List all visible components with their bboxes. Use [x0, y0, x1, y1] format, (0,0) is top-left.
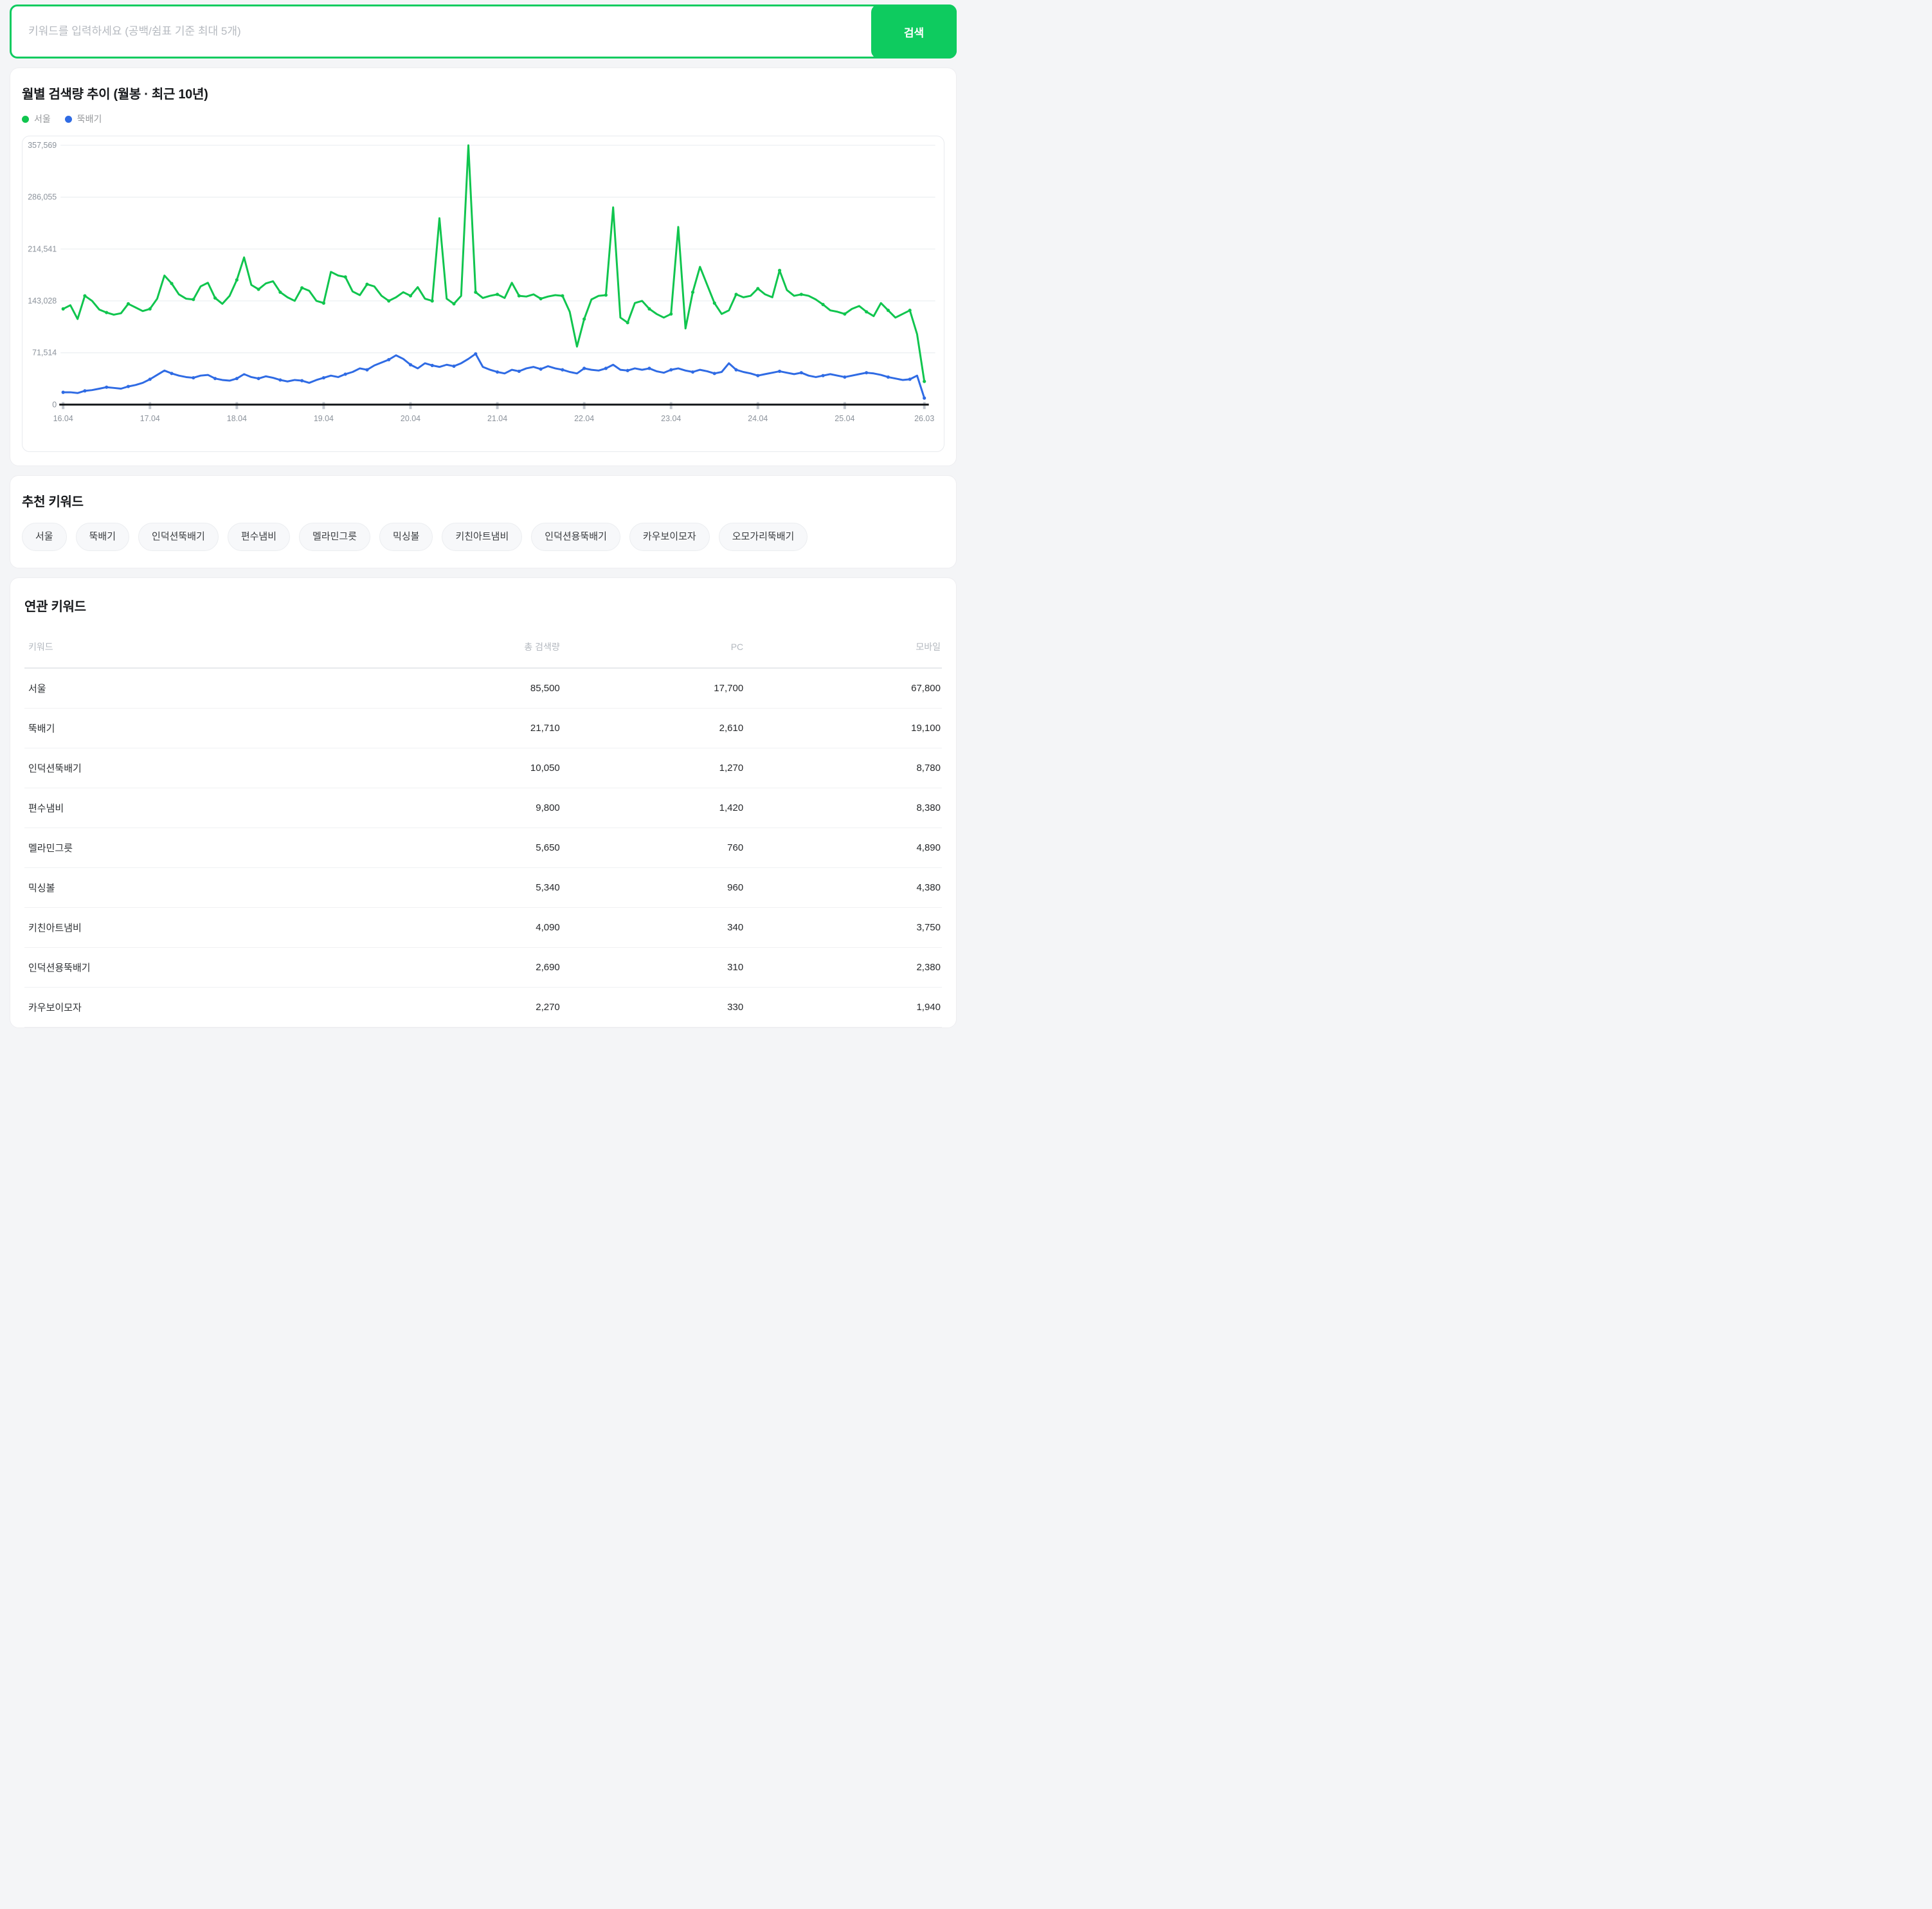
keyword-cell: 믹싱볼	[24, 867, 392, 908]
value-cell: 4,090	[391, 907, 561, 948]
keyword-cell: 인덕션뚝배기	[24, 748, 392, 788]
table-row: 인덕션용뚝배기 2,690 310 2,380	[24, 947, 942, 988]
value-cell: 85,500	[391, 668, 561, 709]
search-button[interactable]: 검색	[871, 5, 957, 59]
svg-text:23.04: 23.04	[661, 414, 681, 423]
related-table-body: 서울 85,500 17,700 67,800 뚝배기 21,710 2,610 19,100…	[24, 668, 942, 1027]
recommended-chips: 서울 뚝배기 인덕션뚝배기 편수냄비 멜라민그릇 믹싱볼 키친아트냄비 인덕션용뚝배기 카우보이…	[22, 523, 944, 551]
svg-text:286,055: 286,055	[28, 193, 57, 202]
keyword-cell: 멜라민그릇	[24, 828, 392, 868]
svg-text:0: 0	[52, 400, 57, 409]
value-cell: 960	[561, 867, 745, 908]
table-row: 서울 85,500 17,700 67,800	[24, 668, 942, 709]
value-cell: 2,270	[391, 987, 561, 1027]
keyword-search-bar: 검색	[10, 5, 957, 59]
value-cell: 2,380	[745, 947, 942, 988]
keyword-cell: 키친아트냄비	[24, 907, 392, 948]
svg-text:20.04: 20.04	[401, 414, 420, 423]
keyword-cell: 뚝배기	[24, 708, 392, 748]
keyword-chip[interactable]: 멜라민그릇	[299, 523, 371, 551]
keyword-chip[interactable]: 카우보이모자	[629, 523, 710, 551]
keyword-chip[interactable]: 키친아트냄비	[442, 523, 523, 551]
table-row: 카우보이모자 2,270 330 1,940	[24, 987, 942, 1027]
value-cell: 67,800	[745, 668, 942, 709]
value-cell: 4,380	[745, 867, 942, 908]
related-keywords-table: 키워드 총 검색량 PC 모바일 서울 85,500 17,700 67,800 뚝배기 21,…	[24, 630, 942, 1027]
value-cell: 5,650	[391, 828, 561, 868]
table-row: 편수냄비 9,800 1,420 8,380	[24, 788, 942, 828]
value-cell: 4,890	[745, 828, 942, 868]
value-cell: 330	[561, 987, 745, 1027]
keyword-chip[interactable]: 인덕션용뚝배기	[531, 523, 620, 551]
value-cell: 19,100	[745, 708, 942, 748]
svg-text:19.04: 19.04	[314, 414, 334, 423]
value-cell: 1,420	[561, 788, 745, 828]
related-keywords-card: 연관 키워드 키워드 총 검색량 PC 모바일 서울 85,500 17,700 67,80…	[10, 577, 957, 1028]
chart-legend: 서울 뚝배기	[22, 113, 944, 125]
recommended-keywords-card: 추천 키워드 서울 뚝배기 인덕션뚝배기 편수냄비 멜라민그릇 믹싱볼 키친아트냄비 인덕션용…	[10, 475, 957, 568]
keyword-chip[interactable]: 편수냄비	[227, 523, 291, 551]
table-row: 뚝배기 21,710 2,610 19,100	[24, 708, 942, 748]
table-row: 믹싱볼 5,340 960 4,380	[24, 867, 942, 908]
value-cell: 10,050	[391, 748, 561, 788]
legend-dot-blue-icon	[64, 115, 72, 123]
svg-text:21.04: 21.04	[487, 414, 507, 423]
value-cell: 1,270	[561, 748, 745, 788]
table-row: 인덕션뚝배기 10,050 1,270 8,780	[24, 748, 942, 788]
related-title: 연관 키워드	[24, 600, 86, 614]
value-cell: 3,750	[745, 907, 942, 948]
svg-text:357,569: 357,569	[28, 141, 57, 150]
svg-text:16.04: 16.04	[53, 414, 73, 423]
keyword-cell: 인덕션용뚝배기	[24, 947, 392, 988]
value-cell: 1,940	[745, 987, 942, 1027]
chart-title: 월별 검색량 추이 (월봉 · 최근 10년)	[22, 87, 208, 102]
table-row: 멜라민그릇 5,650 760 4,890	[24, 828, 942, 868]
value-cell: 8,380	[745, 788, 942, 828]
keyword-cell: 편수냄비	[24, 788, 392, 828]
svg-text:143,028: 143,028	[28, 296, 57, 305]
column-header: 모바일	[745, 630, 942, 669]
legend-dot-green-icon	[22, 115, 29, 123]
svg-text:24.04: 24.04	[748, 414, 768, 423]
legend-item-ttukbaegi: 뚝배기	[64, 113, 102, 125]
value-cell: 310	[561, 947, 745, 988]
search-input[interactable]	[12, 6, 955, 57]
value-cell: 2,610	[561, 708, 745, 748]
value-cell: 9,800	[391, 788, 561, 828]
keyword-chip[interactable]: 인덕션뚝배기	[138, 523, 219, 551]
value-cell: 8,780	[745, 748, 942, 788]
svg-text:22.04: 22.04	[574, 414, 594, 423]
keyword-chip[interactable]: 오모가리뚝배기	[718, 523, 808, 551]
value-cell: 17,700	[561, 668, 745, 709]
table-row: 키친아트냄비 4,090 340 3,750	[24, 907, 942, 948]
svg-text:26.03: 26.03	[914, 414, 934, 423]
chart-panel: 0 71,514 143,028 214,541 286,055 357,569 16.04…	[22, 136, 944, 452]
legend-item-seoul: 서울	[22, 113, 51, 125]
legend-label: 뚝배기	[77, 114, 102, 124]
svg-text:214,541: 214,541	[28, 244, 57, 253]
value-cell: 21,710	[391, 708, 561, 748]
recommended-title: 추천 키워드	[22, 495, 84, 509]
legend-label: 서울	[34, 114, 51, 124]
svg-text:17.04: 17.04	[140, 414, 160, 423]
svg-text:25.04: 25.04	[835, 414, 854, 423]
column-header: 총 검색량	[391, 630, 561, 669]
keyword-chip[interactable]: 서울	[22, 523, 67, 551]
trend-chart-card: 월별 검색량 추이 (월봉 · 최근 10년) 서울 뚝배기 0 71,514 14…	[10, 68, 957, 466]
related-table-head-row: 키워드 총 검색량 PC 모바일	[24, 630, 942, 669]
column-header: PC	[561, 630, 745, 669]
value-cell: 340	[561, 907, 745, 948]
svg-text:71,514: 71,514	[32, 348, 57, 357]
keyword-chip[interactable]: 뚝배기	[75, 523, 130, 551]
trend-chart: 0 71,514 143,028 214,541 286,055 357,569 16.04…	[28, 141, 935, 423]
column-header: 키워드	[24, 630, 392, 669]
keyword-cell: 서울	[24, 668, 392, 709]
keyword-cell: 카우보이모자	[24, 987, 392, 1027]
svg-text:18.04: 18.04	[227, 414, 247, 423]
value-cell: 5,340	[391, 867, 561, 908]
keyword-chip[interactable]: 믹싱볼	[379, 523, 433, 551]
value-cell: 760	[561, 828, 745, 868]
value-cell: 2,690	[391, 947, 561, 988]
